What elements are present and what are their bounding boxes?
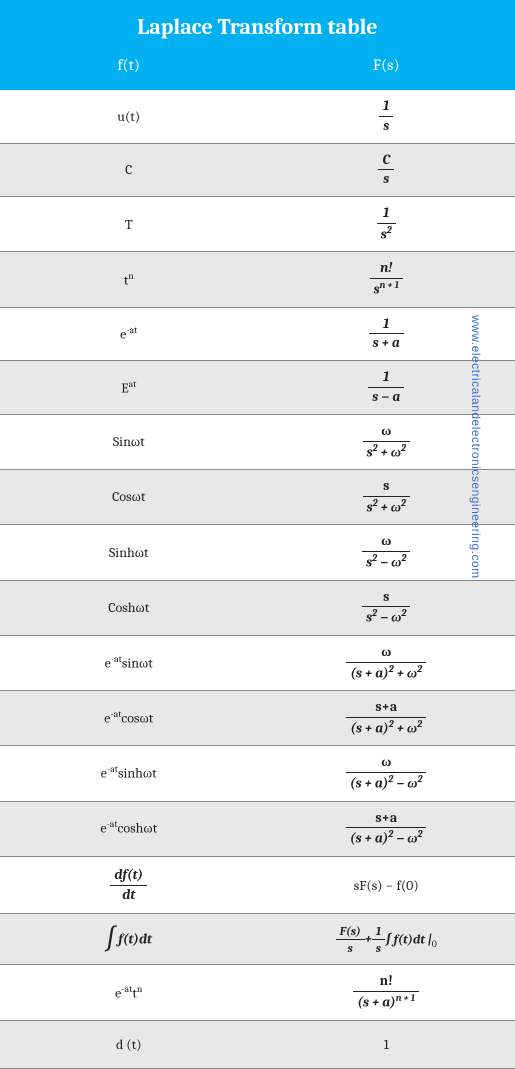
cell-ft: Coshωt bbox=[0, 589, 258, 627]
cell-ft: e-atsinhωt bbox=[0, 754, 258, 793]
cell-ft: e-atcosωt bbox=[0, 699, 258, 738]
cell-ft: e-atcoshωt bbox=[0, 809, 258, 848]
cell-ft: C bbox=[0, 151, 258, 188]
cell-fs: Cs bbox=[258, 144, 515, 197]
col-header-ft: f(t) bbox=[0, 56, 258, 74]
cell-ft: Sinhωt bbox=[0, 534, 258, 572]
cell-ft: ∫ f(t)dt bbox=[0, 914, 258, 964]
cell-fs: F(s)s+1s∫ f(t)dt |0 bbox=[258, 916, 515, 964]
table-row: Sinωtωs2 + ω2 bbox=[0, 415, 515, 470]
cell-ft: e-atsinωt bbox=[0, 644, 258, 683]
cell-fs: sF(s) − f(0) bbox=[258, 869, 515, 902]
col-header-fs: F(s) bbox=[258, 56, 515, 74]
table-row: d (t)1 bbox=[0, 1021, 515, 1069]
cell-fs: s+a(s + a)2 + ω2 bbox=[258, 691, 515, 745]
cell-ft: e-attn bbox=[0, 974, 258, 1012]
table-row: Cosωtss2 + ω2 bbox=[0, 470, 515, 525]
cell-ft: d (t) bbox=[0, 1026, 258, 1063]
watermark-text: www.electricalandelectronicsengineering.… bbox=[469, 315, 483, 579]
cell-ft: e-at bbox=[0, 315, 258, 353]
table-row: ∫ f(t)dtF(s)s+1s∫ f(t)dt |0 bbox=[0, 914, 515, 965]
cell-ft: Cosωt bbox=[0, 478, 258, 516]
column-headers: f(t) F(s) bbox=[0, 52, 515, 80]
table-row: CCs bbox=[0, 144, 515, 198]
cell-ft: Sinωt bbox=[0, 423, 258, 461]
table-row: Sinhωtωs2 − ω2 bbox=[0, 525, 515, 580]
table-row: u(t)1s bbox=[0, 90, 515, 144]
cell-ft: Eat bbox=[0, 369, 258, 407]
table-header: Laplace Transform table f(t) F(s) bbox=[0, 0, 515, 90]
table-row: e-at1s + a bbox=[0, 308, 515, 362]
table-title: Laplace Transform table bbox=[0, 14, 515, 40]
table-row: e-atsinωtω(s + a)2 + ω2 bbox=[0, 636, 515, 691]
table-row: e-attnn!(s + a)n + 1 bbox=[0, 965, 515, 1020]
table-row: Coshωtss2 − ω2 bbox=[0, 581, 515, 636]
cell-ft: u(t) bbox=[0, 98, 258, 135]
cell-ft: T bbox=[0, 206, 258, 243]
table-body: u(t)1sCCsT1s2tnn!sn + 1e-at1s + aEat1s −… bbox=[0, 90, 515, 1069]
table-row: T1s2 bbox=[0, 197, 515, 252]
table-row: e-atsinhωtω(s + a)2 − ω2 bbox=[0, 746, 515, 801]
table-row: e-atcoshωts+a(s + a)2 − ω2 bbox=[0, 802, 515, 857]
cell-ft: df(t)dt bbox=[0, 857, 258, 914]
cell-ft: tn bbox=[0, 261, 258, 299]
cell-fs: 1s2 bbox=[258, 197, 515, 251]
cell-fs: ω(s + a)2 + ω2 bbox=[258, 636, 515, 690]
cell-fs: n!sn + 1 bbox=[258, 252, 515, 306]
table-row: df(t)dtsF(s) − f(0) bbox=[0, 857, 515, 915]
table-row: Eat1s − a bbox=[0, 361, 515, 415]
table-row: e-atcosωts+a(s + a)2 + ω2 bbox=[0, 691, 515, 746]
cell-fs: 1 bbox=[258, 1028, 515, 1061]
cell-fs: s+a(s + a)2 − ω2 bbox=[258, 802, 515, 856]
cell-fs: 1s bbox=[258, 90, 515, 143]
cell-fs: n!(s + a)n + 1 bbox=[258, 965, 515, 1019]
table-row: tnn!sn + 1 bbox=[0, 252, 515, 307]
cell-fs: ω(s + a)2 − ω2 bbox=[258, 746, 515, 800]
laplace-table-container: Laplace Transform table f(t) F(s) u(t)1s… bbox=[0, 0, 515, 1069]
cell-fs: ss2 − ω2 bbox=[258, 581, 515, 635]
